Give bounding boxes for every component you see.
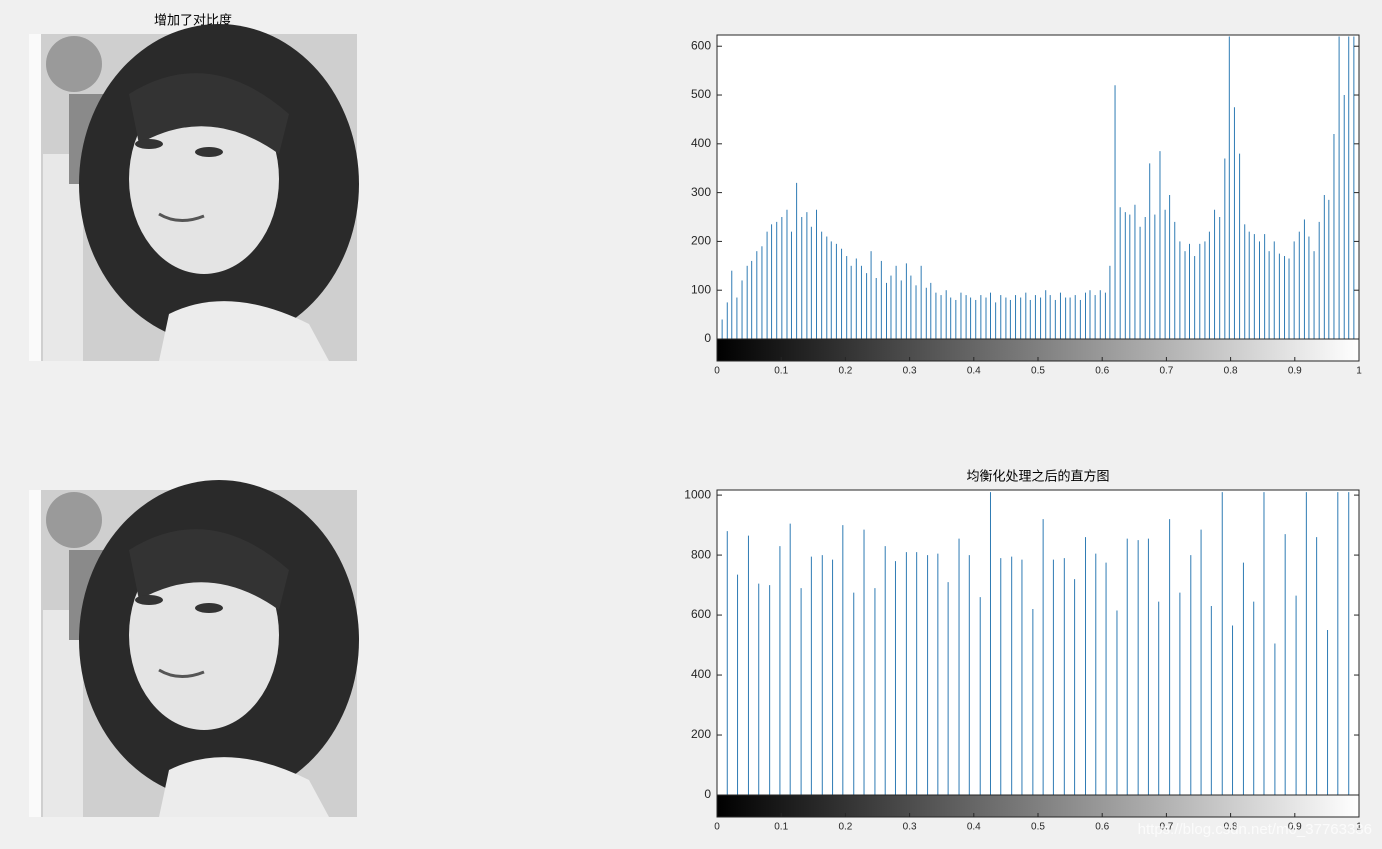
x-tick-label: 0.6 (1095, 366, 1109, 377)
y-tick-label: 400 (691, 136, 711, 150)
y-tick-label: 0 (704, 331, 711, 345)
equalized-image (27, 478, 361, 819)
y-tick-label: 200 (691, 727, 711, 741)
image-title: 增加了对比度 (154, 12, 232, 27)
x-tick-label: 0.9 (1288, 366, 1302, 377)
y-tick-label: 600 (691, 38, 711, 52)
y-tick-label: 800 (691, 547, 711, 561)
colorbar (717, 795, 1359, 817)
y-tick-label: 1000 (684, 487, 711, 501)
x-tick-label: 1 (1356, 366, 1362, 377)
y-tick-label: 400 (691, 667, 711, 681)
x-tick-label: 0.5 (1031, 366, 1045, 377)
y-tick-label: 200 (691, 234, 711, 248)
y-tick-label: 600 (691, 607, 711, 621)
x-tick-label: 1 (1356, 822, 1362, 833)
y-tick-label: 0 (704, 787, 711, 801)
watermark: https://blog.csdn.net/m0_37763336 (1138, 821, 1372, 838)
x-tick-label: 0.8 (1224, 822, 1238, 833)
x-tick-label: 0 (714, 366, 720, 377)
x-tick-label: 0.1 (774, 366, 788, 377)
x-tick-label: 0.8 (1224, 366, 1238, 377)
x-tick-label: 0.2 (838, 366, 852, 377)
chart-title: 均衡化处理之后的直方图 (966, 468, 1109, 483)
contrast-image (27, 22, 361, 363)
x-tick-label: 0.4 (967, 366, 981, 377)
y-tick-label: 100 (691, 282, 711, 296)
x-tick-label: 0.9 (1288, 822, 1302, 833)
x-tick-label: 0.4 (967, 822, 981, 833)
axes-background (717, 490, 1359, 817)
x-tick-label: 0.2 (838, 822, 852, 833)
x-tick-label: 0.7 (1159, 822, 1173, 833)
y-tick-label: 500 (691, 87, 711, 101)
x-tick-label: 0.3 (903, 366, 917, 377)
y-tick-label: 300 (691, 185, 711, 199)
x-tick-label: 0.1 (774, 822, 788, 833)
x-tick-label: 0 (714, 822, 720, 833)
x-tick-label: 0.6 (1095, 822, 1109, 833)
colorbar (717, 339, 1359, 361)
axes-background (717, 35, 1359, 361)
x-tick-label: 0.3 (903, 822, 917, 833)
x-tick-label: 0.7 (1159, 366, 1173, 377)
x-tick-label: 0.5 (1031, 822, 1045, 833)
